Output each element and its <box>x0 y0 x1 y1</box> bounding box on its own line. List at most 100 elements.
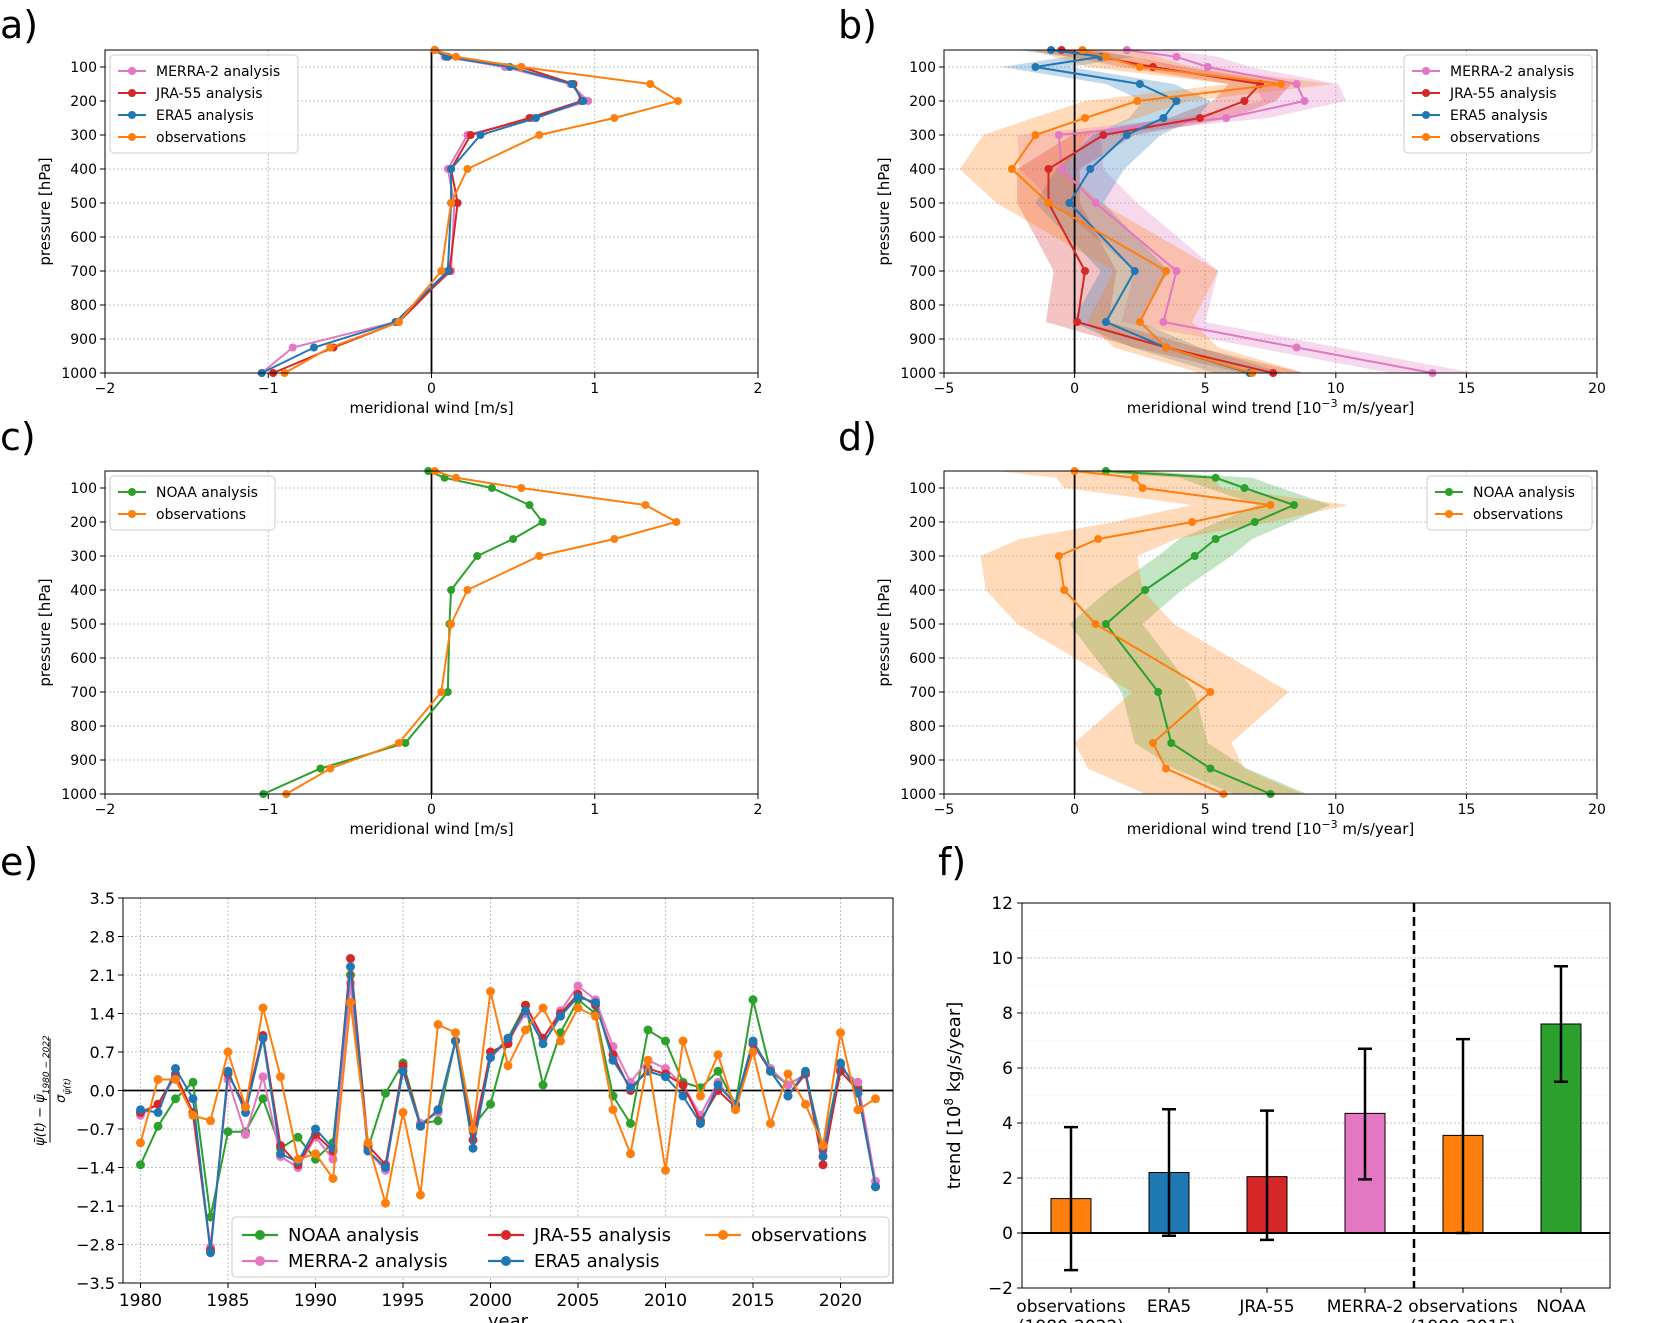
panel-e-data-point <box>748 995 758 1005</box>
panel-e-ylabel-numerator: ψ̄(t) − ψ̄1980 − 2022 <box>33 1035 52 1146</box>
panel-e-data-point <box>538 1039 548 1049</box>
panel-c-tick-label-y: 600 <box>70 651 97 667</box>
panel-e-data-point <box>626 1083 635 1093</box>
panel-e-data-point <box>223 1066 233 1076</box>
panel-b-data-point <box>1159 318 1168 326</box>
panel-e-data-point <box>608 1105 618 1115</box>
panel-e-data-point <box>223 1127 233 1137</box>
panel-e-data-point <box>731 1105 740 1115</box>
panel-c-data-point <box>610 535 619 543</box>
panel-d-tick-label-y: 200 <box>909 515 936 531</box>
panel-e-data-point <box>871 1094 880 1104</box>
panel-d-data-point <box>1060 586 1069 594</box>
panel-a-data-point <box>646 80 655 88</box>
panel-e-data-point <box>626 1149 635 1159</box>
panel-d-data-point <box>1211 535 1220 543</box>
panel-e-tick-label-x: 2020 <box>819 1291 862 1311</box>
panel-c-data-point <box>517 484 526 492</box>
panel-e-data-point <box>661 1072 670 1082</box>
panel-f-category-label: observations <box>1016 1297 1126 1317</box>
panel-a-legend-label: ERA5 analysis <box>156 108 254 124</box>
panel-c-series-line <box>285 470 680 795</box>
panel-c-data-point <box>401 739 410 747</box>
panel-c-data-point <box>473 552 482 560</box>
panel-e-data-point <box>608 1055 618 1065</box>
panel-b-data-point <box>1292 343 1301 352</box>
panel-letter-e: e) <box>0 840 38 884</box>
panel-e-data-point <box>433 1105 443 1115</box>
panel-d-uncertainty-band <box>1069 471 1331 794</box>
panel-f-tick-label-y: 2 <box>1002 1169 1013 1189</box>
panel-a-series-line <box>284 49 681 374</box>
panel-c-legend-box <box>109 475 276 531</box>
panel-c-tick-label-y: 500 <box>70 617 97 633</box>
panel-e-data-point <box>748 1036 758 1046</box>
panel-d-tick-label-y: 800 <box>909 719 936 735</box>
panel-a-data-point <box>517 63 526 71</box>
panel-a-data-point <box>610 114 619 122</box>
panel-b-data-point <box>1057 165 1066 173</box>
panel-e-data-point <box>853 1105 863 1115</box>
panel-c-data-point <box>443 688 452 696</box>
panel-d-tick-label-y: 100 <box>909 481 936 497</box>
panel-e-series-line <box>140 966 877 1253</box>
panel-letter-b: b) <box>838 3 877 47</box>
panel-c-data-point <box>451 473 460 482</box>
panel-e-data-point <box>136 1160 145 1170</box>
panel-e-series-line <box>139 974 877 1218</box>
panel-e-data-point <box>591 998 600 1007</box>
panel-b-tick-label-y: 400 <box>909 162 936 178</box>
panel-b-data-point <box>1300 97 1309 105</box>
panel-e-tick-label-y: 3.5 <box>90 889 115 908</box>
panel-f-ylabel: trend [108 kg/s/year] <box>942 1002 965 1190</box>
panel-e-data-point <box>363 1138 373 1148</box>
panel-letter-a: a) <box>0 3 38 47</box>
panel-d-legend-marker <box>1445 510 1453 518</box>
panel-b-legend-label: JRA-55 analysis <box>1449 86 1557 102</box>
panel-b-data-point <box>1086 165 1095 173</box>
panel-e-data-point <box>713 1050 723 1060</box>
panel-b-tick-label-y: 1000 <box>900 366 936 382</box>
panel-e-tick-label-y: 2.8 <box>90 928 115 947</box>
panel-b-legend-marker <box>1422 67 1430 75</box>
panel-b-data-point <box>1133 97 1142 105</box>
panel-b-legend-label: MERRA-2 analysis <box>1450 64 1574 80</box>
panel-f-tick-label-y: 12 <box>991 894 1013 914</box>
panel-d-tick-label-y: 900 <box>909 753 936 769</box>
panel-e-data-point <box>573 1003 583 1013</box>
panel-e-data-point <box>153 1108 163 1117</box>
panel-a-xlabel: meridional wind [m/s] <box>349 399 513 417</box>
panel-e-data-point <box>836 1028 845 1038</box>
panel-e-data-point <box>696 1119 705 1128</box>
panel-e-data-point <box>381 1088 390 1098</box>
panel-e-data-point <box>258 1094 268 1104</box>
panel-b-data-point <box>1101 318 1110 326</box>
panel-b-data-point <box>1099 131 1108 139</box>
panel-e-legend-marker <box>501 1230 511 1240</box>
panel-e-data-point <box>206 1248 215 1258</box>
panel-a-tick-label-x: 2 <box>754 381 763 397</box>
panel-f-category-label: NOAA <box>1536 1297 1586 1317</box>
panel-c-data-point <box>538 518 547 526</box>
panel-d-data-point <box>1154 688 1163 696</box>
panel-b-frame <box>943 49 1598 374</box>
panel-b-uncertainty-band <box>1001 50 1284 373</box>
panel-e-data-point <box>153 1121 163 1131</box>
panel-b-tick-label-x: 10 <box>1327 381 1345 397</box>
panel-b-ylabel: pressure [hPa] <box>875 157 893 265</box>
panel-e-legend-label: observations <box>751 1225 867 1246</box>
panel-e-data-point <box>573 992 583 1002</box>
panel-d-data-point <box>1290 501 1299 509</box>
panel-e-data-point <box>801 1066 810 1076</box>
panel-d-data-point <box>1130 473 1139 482</box>
panel-b-legend-marker <box>1422 89 1430 97</box>
panel-a-data-point <box>579 97 588 105</box>
panel-a-data-point <box>394 318 403 326</box>
panel-e-data-point <box>433 1020 443 1029</box>
panel-a-data-point <box>309 343 318 352</box>
panel-f-category-label: ERA5 <box>1147 1297 1191 1317</box>
panel-e-data-point <box>468 1143 478 1153</box>
panel-a-tick-label-y: 200 <box>70 94 97 110</box>
panel-e-data-point <box>766 1066 775 1076</box>
